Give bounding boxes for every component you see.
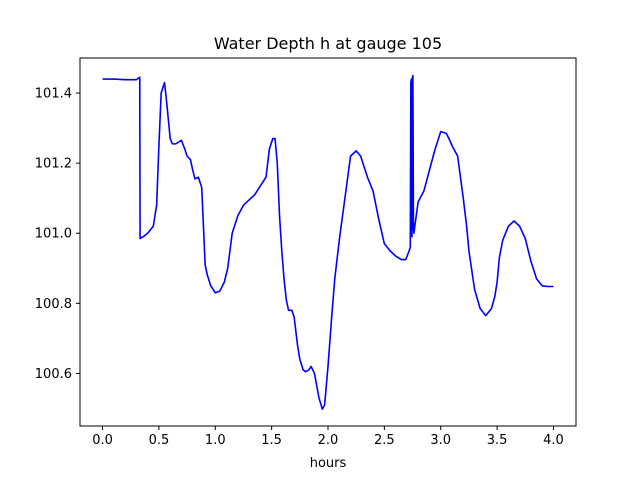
plot-area	[102, 74, 554, 410]
x-axis-label: hours	[310, 456, 347, 471]
x-tick-label: 2.0	[318, 433, 339, 448]
y-tick-label: 101.0	[35, 227, 72, 242]
x-tick-label: 0.5	[149, 433, 170, 448]
y-tick-label: 101.4	[35, 87, 72, 102]
x-tick-label: 3.5	[487, 433, 508, 448]
x-tick-label: 4.0	[543, 433, 564, 448]
x-axis-ticks: 0.0 0.5 1.0 1.5 2.0 2.5 3.0 3.5 4.0	[92, 426, 564, 448]
y-tick-label: 100.6	[35, 367, 72, 382]
chart-title: Water Depth h at gauge 105	[214, 34, 442, 53]
x-tick-label: 1.0	[205, 433, 226, 448]
series-line-0	[102, 74, 554, 410]
x-tick-label: 0.0	[92, 433, 113, 448]
x-tick-label: 1.5	[261, 433, 282, 448]
y-axis-ticks: 100.6 100.8 101.0 101.2 101.4	[35, 87, 80, 382]
y-tick-label: 100.8	[35, 297, 72, 312]
x-tick-label: 2.5	[374, 433, 395, 448]
x-tick-label: 3.0	[430, 433, 451, 448]
y-tick-label: 101.2	[35, 157, 72, 172]
axes-frame	[79, 57, 577, 427]
